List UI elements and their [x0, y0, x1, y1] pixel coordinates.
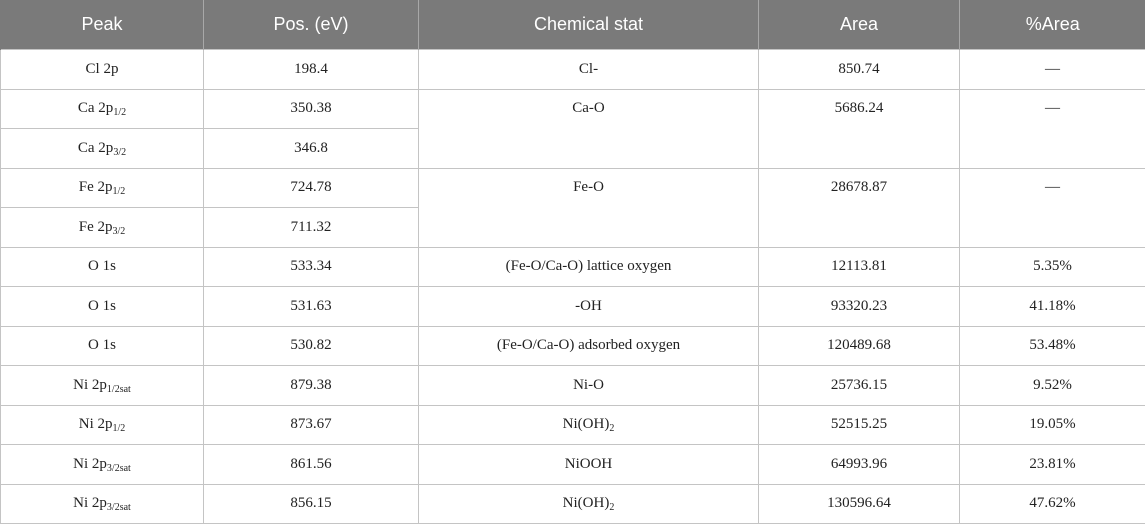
percent-area-cell: 19.05%	[959, 404, 1145, 445]
position-cell: 530.82	[203, 325, 419, 366]
position-cell: 879.38	[203, 365, 419, 406]
header-percent-area: %Area	[959, 0, 1145, 50]
peak-cell: Ni 2p1/2sat	[0, 365, 204, 406]
position-cell: 350.38	[203, 88, 419, 129]
header-area: Area	[758, 0, 960, 50]
chemical-state-cell: (Fe-O/Ca-O) adsorbed oxygen	[418, 325, 759, 366]
percent-area-cell: 47.62%	[959, 483, 1145, 524]
area-cell: 850.74	[758, 49, 960, 90]
position-cell: 861.56	[203, 444, 419, 485]
peak-cell: Fe 2p3/2	[0, 207, 204, 248]
chemical-state-cell: Ni(OH)2	[418, 483, 759, 524]
chemical-state-cell: -OH	[418, 286, 759, 327]
peak-cell: Ni 2p1/2	[0, 404, 204, 445]
percent-area-cell: 9.52%	[959, 365, 1145, 406]
peak-cell: Ca 2p3/2	[0, 128, 204, 169]
position-cell: 873.67	[203, 404, 419, 445]
position-cell: 711.32	[203, 207, 419, 248]
chemical-state-cell: NiOOH	[418, 444, 759, 485]
table-row: Ni 2p1/2sat 879.38 Ni-O 25736.15 9.52%	[0, 365, 1145, 406]
area-cell: 28678.87	[758, 167, 960, 248]
chemical-state-cell: Ni(OH)2	[418, 404, 759, 445]
table-row: Ni 2p1/2 873.67 Ni(OH)2 52515.25 19.05%	[0, 404, 1145, 445]
percent-area-cell: —	[959, 49, 1145, 90]
position-cell: 346.8	[203, 128, 419, 169]
position-cell: 198.4	[203, 49, 419, 90]
position-cell: 724.78	[203, 167, 419, 208]
table-row: Fe 2p3/2 711.32	[0, 207, 1145, 248]
peak-cell: Ni 2p3/2sat	[0, 483, 204, 524]
position-cell: 531.63	[203, 286, 419, 327]
header-peak: Peak	[0, 0, 204, 50]
position-cell: 856.15	[203, 483, 419, 524]
chemical-state-cell: Fe-O	[418, 167, 759, 248]
percent-area-cell: 53.48%	[959, 325, 1145, 366]
percent-area-cell: —	[959, 167, 1145, 248]
area-cell: 12113.81	[758, 246, 960, 287]
table-row: O 1s 533.34 (Fe-O/Ca-O) lattice oxygen 1…	[0, 246, 1145, 287]
area-cell: 64993.96	[758, 444, 960, 485]
peak-cell: O 1s	[0, 246, 204, 287]
header-row: Peak Pos. (eV) Chemical stat Area %Area	[0, 0, 1145, 50]
peak-cell: O 1s	[0, 286, 204, 327]
chemical-state-cell: Ca-O	[418, 88, 759, 169]
area-cell: 25736.15	[758, 365, 960, 406]
percent-area-cell: 5.35%	[959, 246, 1145, 287]
area-cell: 120489.68	[758, 325, 960, 366]
area-cell: 52515.25	[758, 404, 960, 445]
percent-area-cell: 23.81%	[959, 444, 1145, 485]
peak-cell: Fe 2p1/2	[0, 167, 204, 208]
percent-area-cell: 41.18%	[959, 286, 1145, 327]
percent-area-cell: —	[959, 88, 1145, 169]
area-cell: 5686.24	[758, 88, 960, 169]
chemical-state-cell: Cl-	[418, 49, 759, 90]
chemical-state-cell: Ni-O	[418, 365, 759, 406]
peak-cell: O 1s	[0, 325, 204, 366]
area-cell: 93320.23	[758, 286, 960, 327]
position-cell: 533.34	[203, 246, 419, 287]
table-row: Ni 2p3/2sat 856.15 Ni(OH)2 130596.64 47.…	[0, 483, 1145, 524]
peak-cell: Ca 2p1/2	[0, 88, 204, 129]
area-cell: 130596.64	[758, 483, 960, 524]
table-row: Ni 2p3/2sat 861.56 NiOOH 64993.96 23.81%	[0, 444, 1145, 485]
table-row: Cl 2p 198.4 Cl- 850.74 —	[0, 49, 1145, 90]
table-row: O 1s 531.63 -OH 93320.23 41.18%	[0, 286, 1145, 327]
table-row: O 1s 530.82 (Fe-O/Ca-O) adsorbed oxygen …	[0, 325, 1145, 366]
peak-cell: Ni 2p3/2sat	[0, 444, 204, 485]
table-row: Fe 2p1/2 724.78 Fe-O 28678.87 —	[0, 167, 1145, 248]
chemical-state-cell: (Fe-O/Ca-O) lattice oxygen	[418, 246, 759, 287]
table-row: Ca 2p1/2 350.38 Ca-O 5686.24 —	[0, 88, 1145, 169]
peak-cell: Cl 2p	[0, 49, 204, 90]
header-position: Pos. (eV)	[203, 0, 419, 50]
table-row: Ca 2p3/2 346.8	[0, 128, 1145, 169]
header-chemical-state: Chemical stat	[418, 0, 759, 50]
